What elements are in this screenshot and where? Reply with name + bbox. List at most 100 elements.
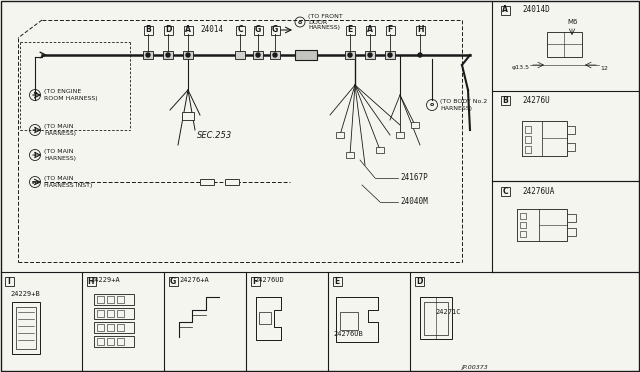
Bar — [107, 338, 114, 345]
Bar — [235, 51, 245, 59]
Bar — [107, 324, 114, 331]
Text: 24276UB: 24276UB — [333, 331, 363, 337]
Text: 24276UA: 24276UA — [522, 187, 554, 196]
Text: i: i — [34, 127, 36, 133]
Bar — [94, 308, 134, 319]
Text: I: I — [8, 276, 10, 285]
Bar — [567, 143, 575, 151]
Bar — [182, 112, 194, 120]
Bar — [385, 26, 394, 35]
Text: H: H — [417, 26, 423, 35]
Bar — [94, 322, 134, 333]
Bar — [236, 26, 244, 35]
Bar — [295, 50, 317, 60]
Bar — [346, 26, 355, 35]
Text: (TO MAIN
HARNESS): (TO MAIN HARNESS) — [44, 124, 76, 136]
Bar — [517, 209, 567, 241]
Bar — [86, 276, 95, 285]
Text: φ13.5: φ13.5 — [512, 65, 530, 71]
Text: (TO FRONT
DOOR
HARNESS): (TO FRONT DOOR HARNESS) — [308, 14, 343, 30]
Bar — [94, 294, 134, 305]
Circle shape — [146, 53, 150, 57]
Bar — [396, 132, 404, 138]
Circle shape — [256, 53, 260, 57]
Text: JP.00373: JP.00373 — [461, 365, 488, 369]
Text: F: F — [387, 26, 392, 35]
Bar — [97, 324, 104, 331]
Bar — [16, 307, 36, 349]
Bar — [117, 324, 124, 331]
Bar — [333, 276, 342, 285]
Text: 24014D: 24014D — [522, 6, 550, 15]
Text: D: D — [416, 276, 422, 285]
Bar — [567, 228, 576, 236]
Text: A: A — [502, 6, 508, 15]
Bar — [253, 26, 262, 35]
Text: (TO MAIN
HARNESS): (TO MAIN HARNESS) — [44, 150, 76, 161]
Text: m: m — [32, 180, 38, 185]
Bar — [547, 32, 582, 57]
Circle shape — [273, 53, 277, 57]
Bar — [259, 312, 271, 324]
Bar — [250, 276, 259, 285]
Bar — [163, 26, 173, 35]
Circle shape — [186, 53, 190, 57]
Text: G: G — [255, 26, 261, 35]
Text: o: o — [430, 103, 434, 108]
Bar — [271, 26, 280, 35]
Bar — [415, 276, 424, 285]
Text: A: A — [367, 26, 373, 35]
Text: 24276U: 24276U — [522, 96, 550, 105]
Circle shape — [388, 53, 392, 57]
Bar — [385, 51, 395, 59]
Bar — [12, 302, 40, 354]
Bar — [346, 152, 354, 158]
Text: 24040M: 24040M — [400, 198, 428, 206]
Bar — [168, 276, 177, 285]
Text: 24271C: 24271C — [435, 309, 461, 315]
Bar — [520, 222, 526, 228]
Bar — [225, 179, 239, 185]
Bar — [97, 310, 104, 317]
Text: C: C — [502, 187, 508, 196]
Bar — [253, 51, 263, 59]
Text: i: i — [34, 152, 36, 158]
Bar — [500, 187, 509, 196]
Bar — [97, 338, 104, 345]
Text: 12: 12 — [600, 65, 608, 71]
Bar — [94, 336, 134, 347]
Bar — [411, 122, 419, 128]
Text: B: B — [502, 96, 508, 105]
Bar — [340, 312, 358, 330]
Text: (TO MAIN
HARNESS INST): (TO MAIN HARNESS INST) — [44, 176, 92, 187]
Bar — [415, 26, 424, 35]
Bar — [184, 26, 193, 35]
Text: 24014: 24014 — [200, 26, 223, 35]
Bar — [183, 51, 193, 59]
Text: F: F — [252, 276, 258, 285]
Bar — [522, 121, 567, 155]
Circle shape — [368, 53, 372, 57]
Text: G: G — [272, 26, 278, 35]
Text: E: E — [348, 26, 353, 35]
Bar — [525, 136, 531, 143]
Bar — [117, 310, 124, 317]
Text: o: o — [298, 19, 302, 25]
Text: (TO BODY No.2
HARNESS): (TO BODY No.2 HARNESS) — [440, 99, 487, 110]
Text: 24229+B: 24229+B — [10, 291, 40, 297]
Bar — [163, 51, 173, 59]
Bar — [567, 126, 575, 134]
Text: B: B — [145, 26, 151, 35]
Text: E: E — [334, 276, 340, 285]
Bar — [520, 213, 526, 219]
Bar — [522, 121, 542, 155]
Bar — [365, 26, 374, 35]
Text: 24167P: 24167P — [400, 173, 428, 183]
Bar — [107, 310, 114, 317]
Text: A: A — [185, 26, 191, 35]
Bar — [520, 231, 526, 237]
Bar — [336, 132, 344, 138]
Bar — [107, 296, 114, 303]
Bar — [424, 302, 448, 335]
Bar — [4, 276, 13, 285]
